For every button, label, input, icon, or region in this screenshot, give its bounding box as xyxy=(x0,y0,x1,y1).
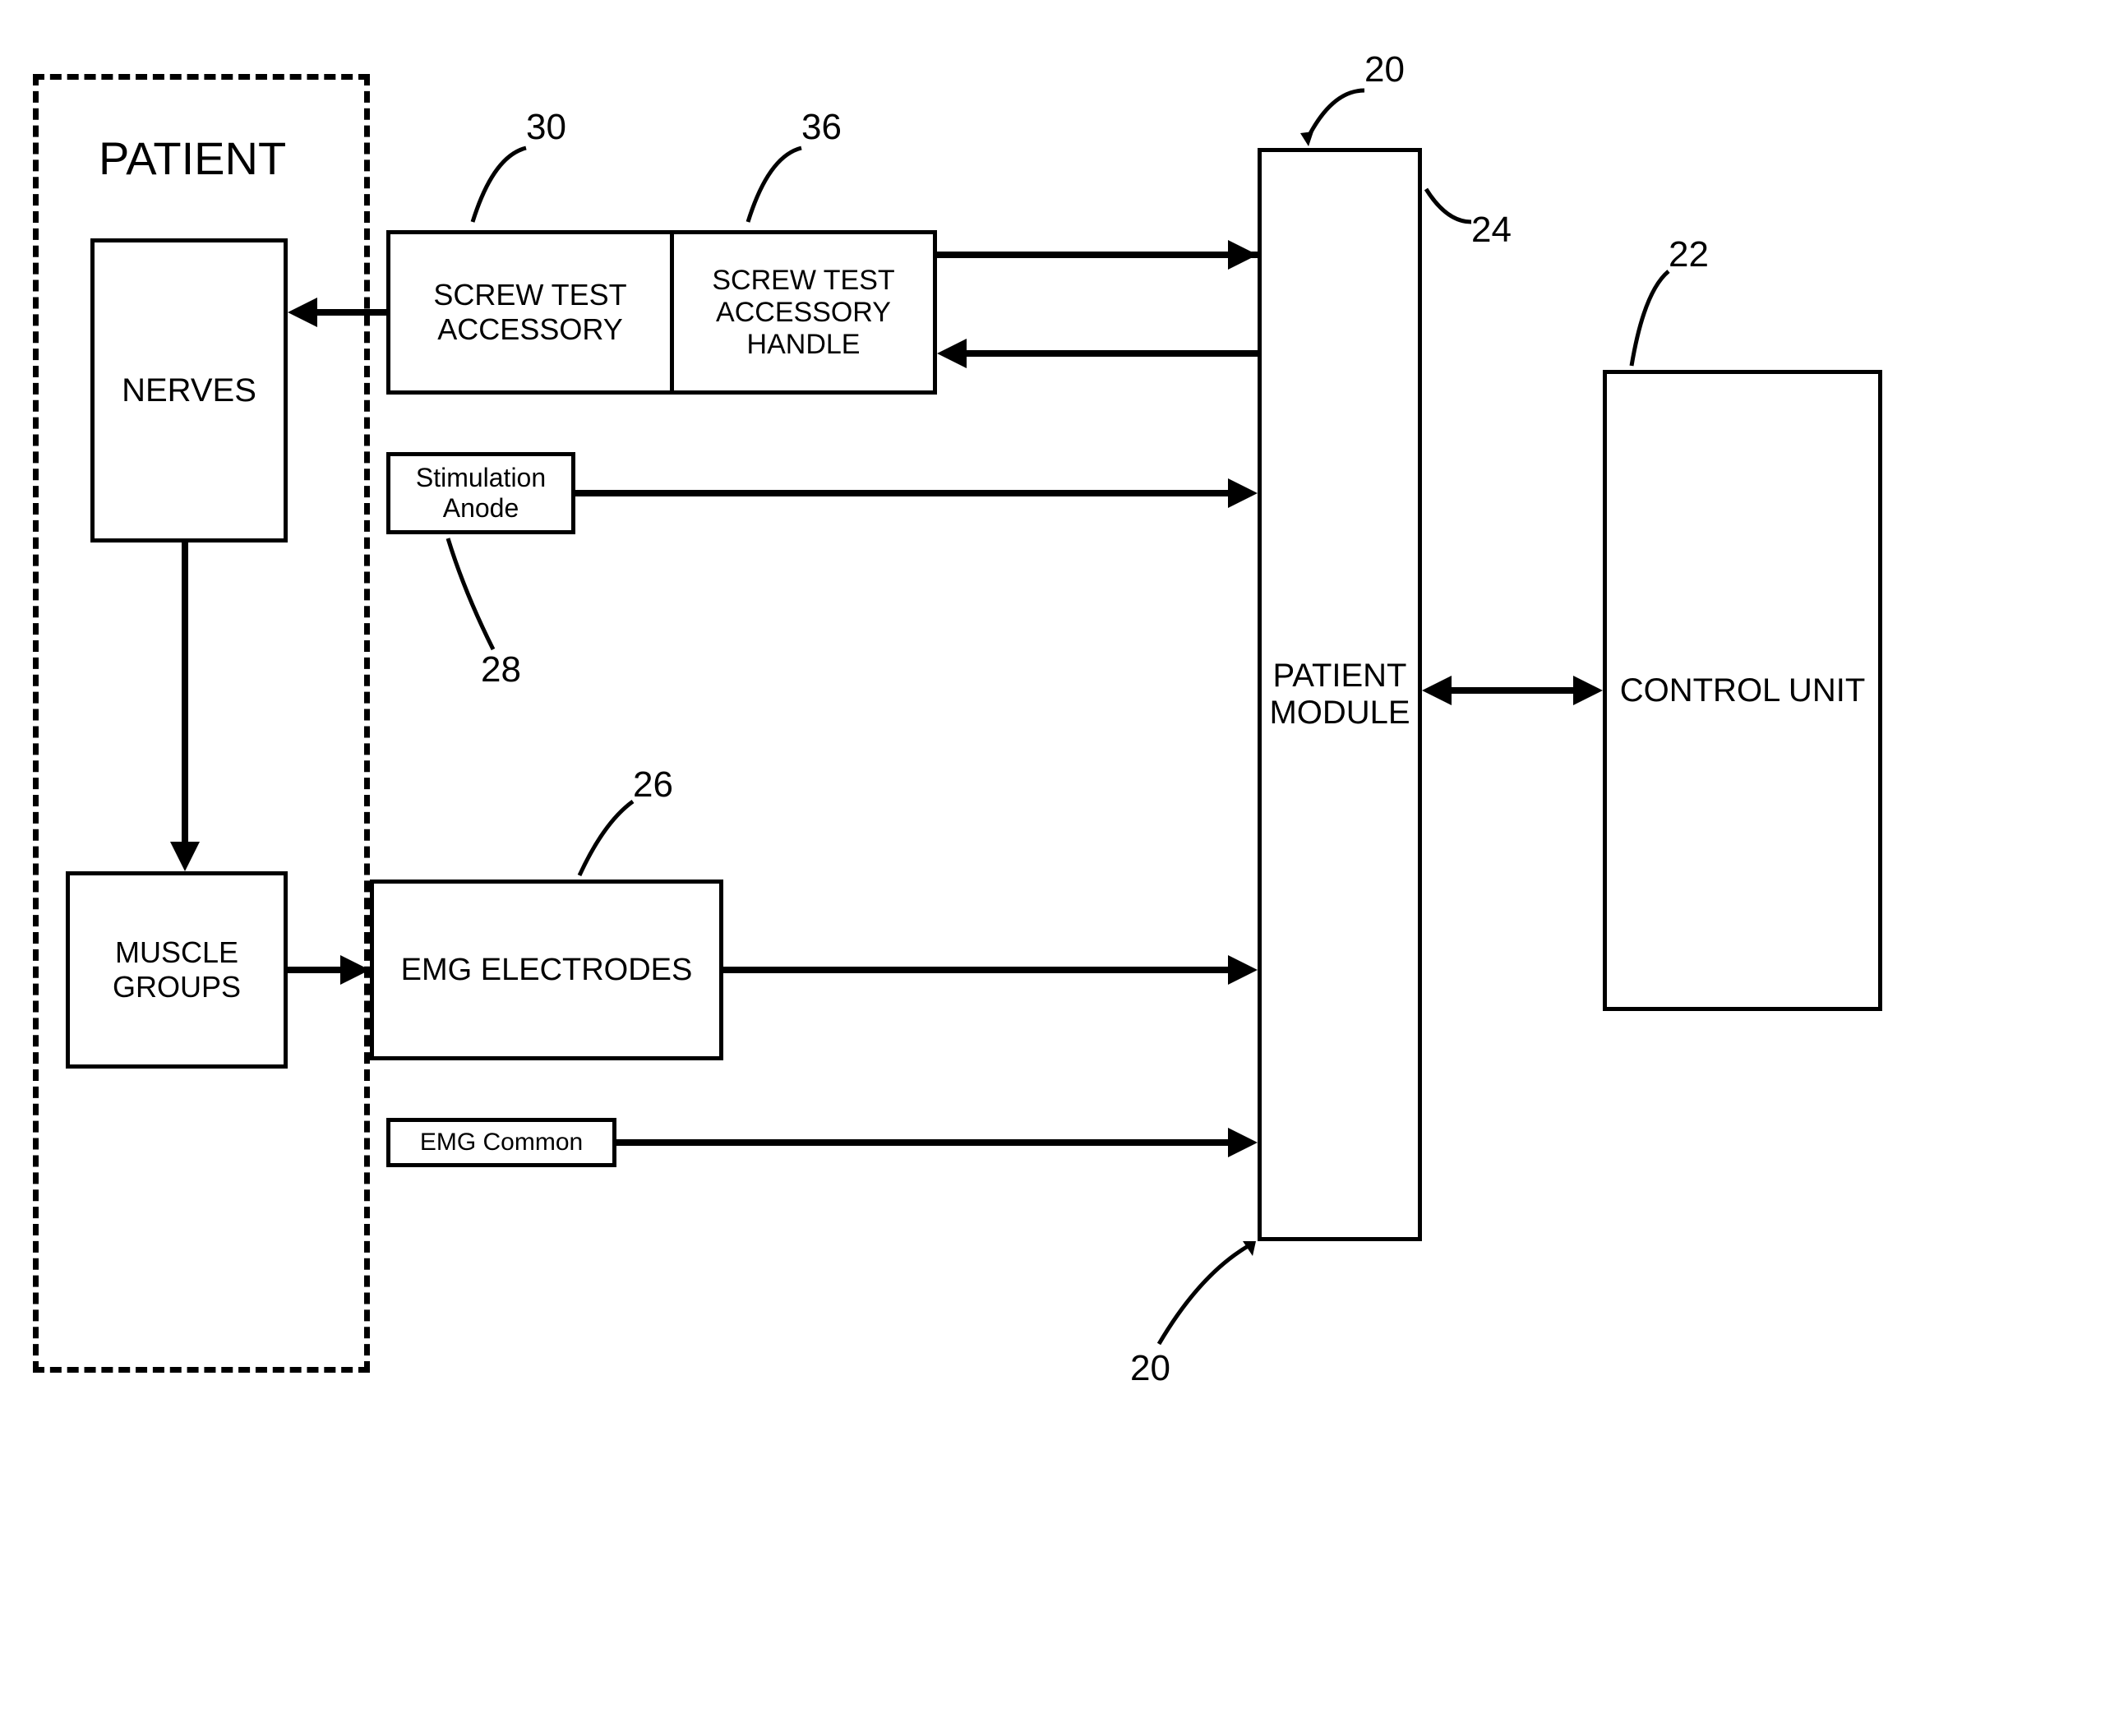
muscle-groups-box: MUSCLE GROUPS xyxy=(66,871,288,1069)
arrow-head-anode-to-pm xyxy=(1228,478,1258,508)
arrow-emg-to-pm xyxy=(723,967,1233,973)
nerves-label: NERVES xyxy=(122,372,256,409)
arrow-emgcommon-to-pm xyxy=(616,1139,1233,1146)
arrow-head-nerves-to-muscles xyxy=(170,842,200,871)
muscle-groups-label: MUSCLE GROUPS xyxy=(70,935,284,1004)
emg-electrodes-label: EMG ELECTRODES xyxy=(393,953,701,988)
screw-test-accessory-box: SCREW TEST ACCESSORY xyxy=(386,230,674,395)
patient-module-label: PATIENT MODULE xyxy=(1261,658,1418,732)
emg-common-label: EMG Common xyxy=(420,1129,583,1157)
control-unit-label: CONTROL UNIT xyxy=(1612,672,1874,709)
patient-title: PATIENT xyxy=(99,132,286,185)
ref-36-curve xyxy=(736,140,810,230)
arrow-head-pm-cu-left xyxy=(1422,676,1452,705)
stim-anode-label: Stimulation Anode xyxy=(390,463,571,524)
arrow-head-muscles-to-emg xyxy=(340,955,370,985)
stim-anode-box: Stimulation Anode xyxy=(386,452,575,534)
arrow-sta-to-nerves xyxy=(317,309,386,316)
ref-20-bottom: 20 xyxy=(1130,1348,1170,1389)
arrow-anode-to-pm xyxy=(575,490,1233,496)
arrow-head-pm-cu-right xyxy=(1573,676,1603,705)
arrow-pm-to-handle-bottom xyxy=(967,350,1258,357)
patient-module-box: PATIENT MODULE xyxy=(1258,148,1422,1241)
arrow-nerves-to-muscles xyxy=(182,542,188,847)
screw-test-handle-label: SCREW TEST ACCESSORY HANDLE xyxy=(674,265,933,361)
ref-20-top-curve xyxy=(1299,82,1373,148)
ref-20-bottom-curve xyxy=(1151,1241,1258,1348)
ref-26-curve xyxy=(571,797,641,880)
ref-28: 28 xyxy=(481,649,521,690)
arrow-head-emg-to-pm xyxy=(1228,955,1258,985)
ref-28-curve xyxy=(436,534,501,653)
emg-electrodes-box: EMG ELECTRODES xyxy=(370,880,723,1060)
arrow-head-sta-to-nerves xyxy=(288,298,317,327)
arrow-muscles-to-emg xyxy=(288,967,345,973)
arrow-head-handle-to-pm-top xyxy=(1228,240,1258,270)
screw-test-handle-box: SCREW TEST ACCESSORY HANDLE xyxy=(670,230,937,395)
ref-30-curve xyxy=(460,140,534,230)
arrow-head-pm-to-handle-bottom xyxy=(937,339,967,368)
arrow-pm-to-handle-top xyxy=(937,252,1258,258)
arrow-pm-cu-line xyxy=(1452,687,1573,694)
nerves-box: NERVES xyxy=(90,238,288,542)
ref-22-curve xyxy=(1623,267,1681,370)
arrow-head-emgcommon-to-pm xyxy=(1228,1128,1258,1157)
emg-common-box: EMG Common xyxy=(386,1118,616,1167)
screw-test-accessory-label: SCREW TEST ACCESSORY xyxy=(390,278,670,347)
ref-24-curve xyxy=(1422,185,1479,234)
control-unit-box: CONTROL UNIT xyxy=(1603,370,1882,1011)
